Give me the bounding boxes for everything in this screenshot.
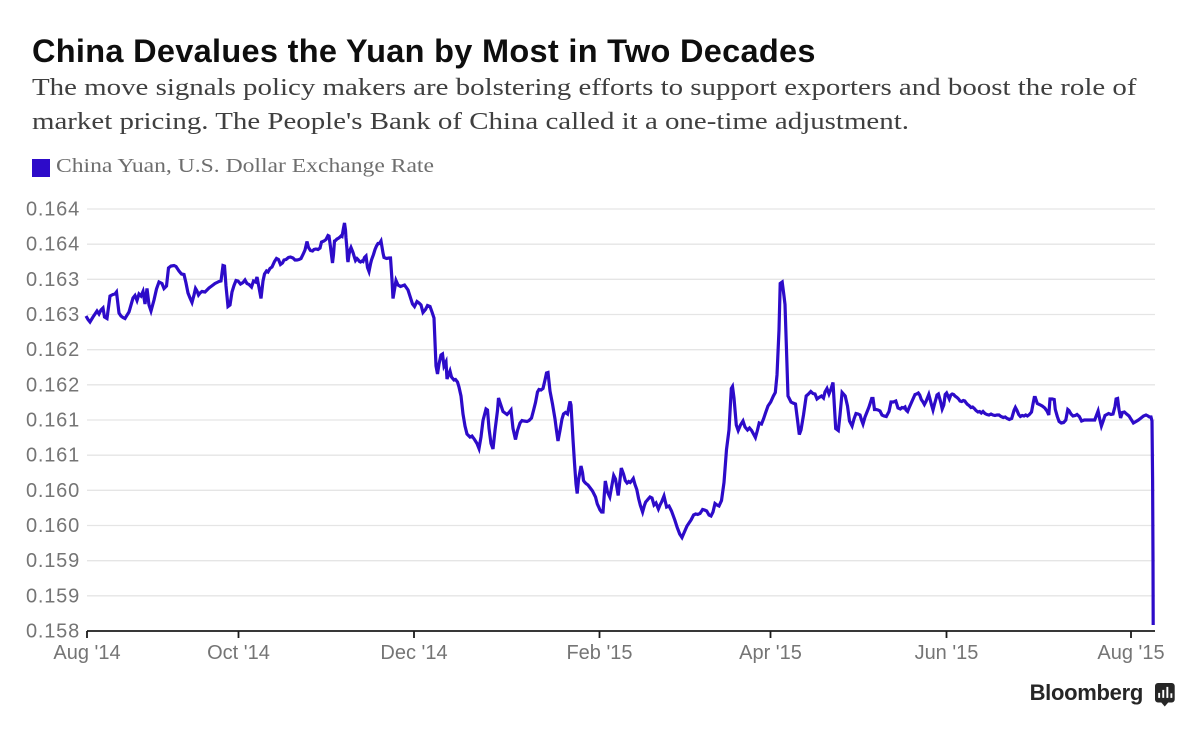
svg-text:0.164: 0.164: [26, 234, 80, 256]
svg-text:Apr '15: Apr '15: [739, 642, 802, 664]
svg-text:Jun '15: Jun '15: [915, 642, 979, 664]
svg-text:0.159: 0.159: [26, 585, 80, 607]
svg-text:0.161: 0.161: [26, 410, 80, 432]
svg-text:0.163: 0.163: [26, 304, 80, 326]
svg-text:0.161: 0.161: [26, 445, 80, 467]
svg-text:Oct '14: Oct '14: [207, 642, 270, 664]
svg-text:0.160: 0.160: [26, 515, 80, 537]
svg-text:Feb '15: Feb '15: [566, 642, 632, 664]
svg-text:Aug '14: Aug '14: [53, 642, 120, 664]
svg-text:0.162: 0.162: [26, 339, 80, 361]
svg-text:0.160: 0.160: [26, 480, 80, 502]
svg-text:Dec '14: Dec '14: [380, 642, 447, 664]
svg-text:0.162: 0.162: [26, 374, 80, 396]
svg-text:0.164: 0.164: [26, 199, 80, 221]
svg-text:0.158: 0.158: [26, 621, 80, 643]
svg-text:Aug '15: Aug '15: [1097, 642, 1164, 664]
svg-text:0.159: 0.159: [26, 550, 80, 572]
svg-text:0.163: 0.163: [26, 269, 80, 291]
